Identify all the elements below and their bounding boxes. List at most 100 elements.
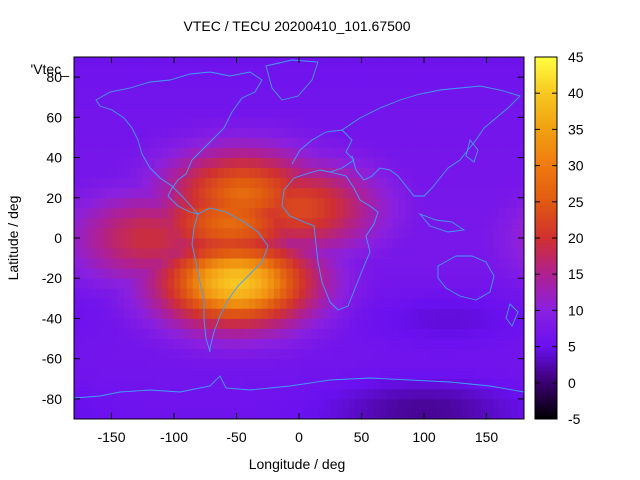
heatmap-cell xyxy=(486,348,494,360)
heatmap-cell xyxy=(474,378,481,390)
heatmap-cell xyxy=(430,258,437,269)
heatmap-cell xyxy=(505,358,512,370)
heatmap-cell xyxy=(155,358,162,370)
heatmap-cell xyxy=(242,278,250,289)
heatmap-cell xyxy=(349,227,356,239)
heatmap-cell xyxy=(211,127,219,138)
heatmap-cell xyxy=(86,87,94,98)
heatmap-cell xyxy=(324,137,331,148)
heatmap-cell xyxy=(230,318,237,329)
heatmap-cell xyxy=(80,358,87,370)
heatmap-cell xyxy=(174,97,181,108)
heatmap-cell xyxy=(499,167,506,179)
heatmap-cell xyxy=(224,408,231,419)
heatmap-cell xyxy=(392,238,400,249)
heatmap-cell xyxy=(155,388,162,400)
heatmap-cell xyxy=(249,117,256,128)
heatmap-cell xyxy=(111,117,119,128)
coast-north-america xyxy=(95,71,263,215)
heatmap-cell xyxy=(480,258,487,269)
heatmap-cell xyxy=(142,227,150,239)
heatmap-cell xyxy=(330,288,337,299)
heatmap-cell xyxy=(167,117,175,128)
heatmap-cell xyxy=(267,217,275,229)
heatmap-cell xyxy=(180,107,187,118)
heatmap-cell xyxy=(105,67,112,78)
heatmap-cell xyxy=(474,67,481,78)
heatmap-cell xyxy=(417,298,425,309)
heatmap-cell xyxy=(499,268,506,279)
heatmap-cell xyxy=(255,338,262,350)
heatmap-cell xyxy=(205,288,212,299)
heatmap-cell xyxy=(180,167,187,179)
heatmap-cell xyxy=(355,338,362,350)
heatmap-cell xyxy=(205,167,212,179)
heatmap-cell xyxy=(92,147,100,158)
heatmap-cell xyxy=(317,278,325,289)
heatmap-cell xyxy=(274,87,281,98)
heatmap-cell xyxy=(92,187,100,199)
heatmap-cell xyxy=(336,238,344,249)
heatmap-cell xyxy=(174,217,181,229)
heatmap-cell xyxy=(117,388,125,400)
heatmap-cell xyxy=(274,67,281,78)
heatmap-cell xyxy=(336,378,344,390)
heatmap-cell xyxy=(349,77,356,88)
heatmap-cell xyxy=(299,57,306,68)
heatmap-cell xyxy=(386,147,394,158)
heatmap-cell xyxy=(255,368,262,380)
heatmap-cell xyxy=(342,278,350,289)
heatmap-cell xyxy=(124,177,131,189)
heatmap-cell xyxy=(299,368,306,380)
heatmap-cell xyxy=(342,378,350,390)
heatmap-cell xyxy=(99,77,106,88)
heatmap-cell xyxy=(442,207,450,219)
heatmap-cell xyxy=(180,238,187,249)
heatmap-cell xyxy=(242,368,250,380)
heatmap-cell xyxy=(186,408,194,419)
heatmap-cell xyxy=(349,217,356,229)
heatmap-cell xyxy=(342,238,350,249)
heatmap-cell xyxy=(174,157,181,169)
heatmap-cell xyxy=(286,388,294,400)
heatmap-cell xyxy=(486,328,494,339)
heatmap-cell xyxy=(505,388,512,400)
heatmap-cell xyxy=(161,358,169,370)
heatmap-cell xyxy=(330,298,337,309)
heatmap-cell xyxy=(192,187,200,199)
heatmap-cell xyxy=(230,97,237,108)
heatmap-cell xyxy=(230,217,237,229)
heatmap-cell xyxy=(261,87,269,98)
heatmap-cell xyxy=(436,308,444,319)
heatmap-cell xyxy=(205,358,212,370)
heatmap-cell xyxy=(80,248,87,259)
heatmap-cell xyxy=(442,107,450,118)
heatmap-cell xyxy=(517,197,524,209)
heatmap-cell xyxy=(261,398,269,410)
heatmap-cell xyxy=(111,207,119,219)
heatmap-cell xyxy=(305,408,312,419)
heatmap-cell xyxy=(430,328,437,339)
heatmap-cell xyxy=(286,298,294,309)
heatmap-cell xyxy=(199,197,206,209)
heatmap-cell xyxy=(211,117,219,128)
heatmap-cell xyxy=(492,328,500,339)
heatmap-cell xyxy=(342,227,350,239)
heatmap-cell xyxy=(186,107,194,118)
heatmap-cell xyxy=(236,348,244,360)
heatmap-cell xyxy=(124,97,131,108)
heatmap-cell xyxy=(99,227,106,239)
heatmap-cell xyxy=(392,177,400,189)
heatmap-cell xyxy=(355,238,362,249)
heatmap-cell xyxy=(80,328,87,339)
heatmap-cell xyxy=(355,308,362,319)
heatmap-cell xyxy=(486,217,494,229)
heatmap-cell xyxy=(224,57,231,68)
colorbar-tick-label: 30 xyxy=(568,158,584,174)
heatmap-cell xyxy=(299,177,306,189)
heatmap-cell xyxy=(486,268,494,279)
heatmap-cell xyxy=(324,117,331,128)
heatmap-cell xyxy=(267,278,275,289)
heatmap-cell xyxy=(99,57,106,68)
heatmap-cell xyxy=(411,147,419,158)
